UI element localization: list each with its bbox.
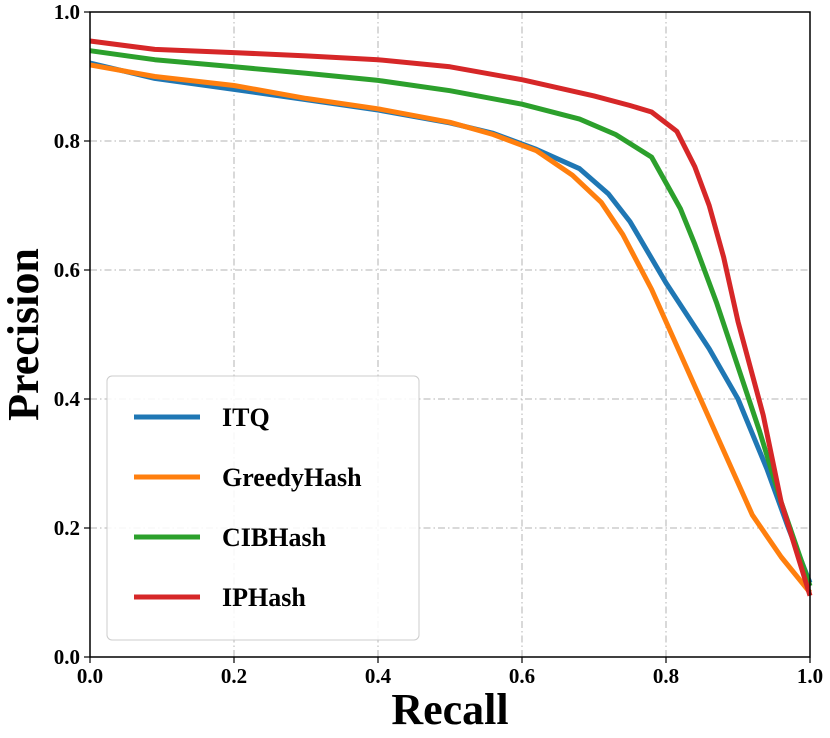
y-axis-title: Precision xyxy=(0,248,48,421)
plot-frame xyxy=(89,11,811,658)
y-tick-label: 0.4 xyxy=(54,387,81,411)
x-tick-label: 0.8 xyxy=(653,664,679,688)
y-tick-label: 0.2 xyxy=(54,516,80,540)
x-tick-label: 0.4 xyxy=(365,664,392,688)
series-lines xyxy=(89,38,813,597)
legend-box xyxy=(106,375,420,641)
x-tick-label: 1.0 xyxy=(797,664,823,688)
legend-label: IPHash xyxy=(222,583,306,612)
y-tick-label: 0.6 xyxy=(54,258,80,282)
legend: ITQ GreedyHash CIBHash IPHash xyxy=(106,375,420,641)
series-line-greedyhash xyxy=(89,62,812,595)
y-tick-label: 0.8 xyxy=(54,129,80,153)
series-line-iphash xyxy=(89,38,813,597)
y-tick-label: 0.0 xyxy=(54,645,80,669)
x-tick-label: 0.6 xyxy=(509,664,535,688)
x-axis-title: Recall xyxy=(391,685,508,734)
x-tick-label: 0.0 xyxy=(77,664,103,688)
ticks: 0.0 0.2 0.4 0.6 0.8 1.0 0.0 0.2 0.4 0.6 0.8 1.0 xyxy=(54,0,823,688)
legend-label: ITQ xyxy=(222,403,270,432)
legend-label: GreedyHash xyxy=(222,463,362,492)
y-tick-label: 1.0 xyxy=(54,0,80,24)
series-line-cibhash xyxy=(89,48,813,587)
x-tick-label: 0.2 xyxy=(221,664,247,688)
legend-label: CIBHash xyxy=(222,523,327,552)
